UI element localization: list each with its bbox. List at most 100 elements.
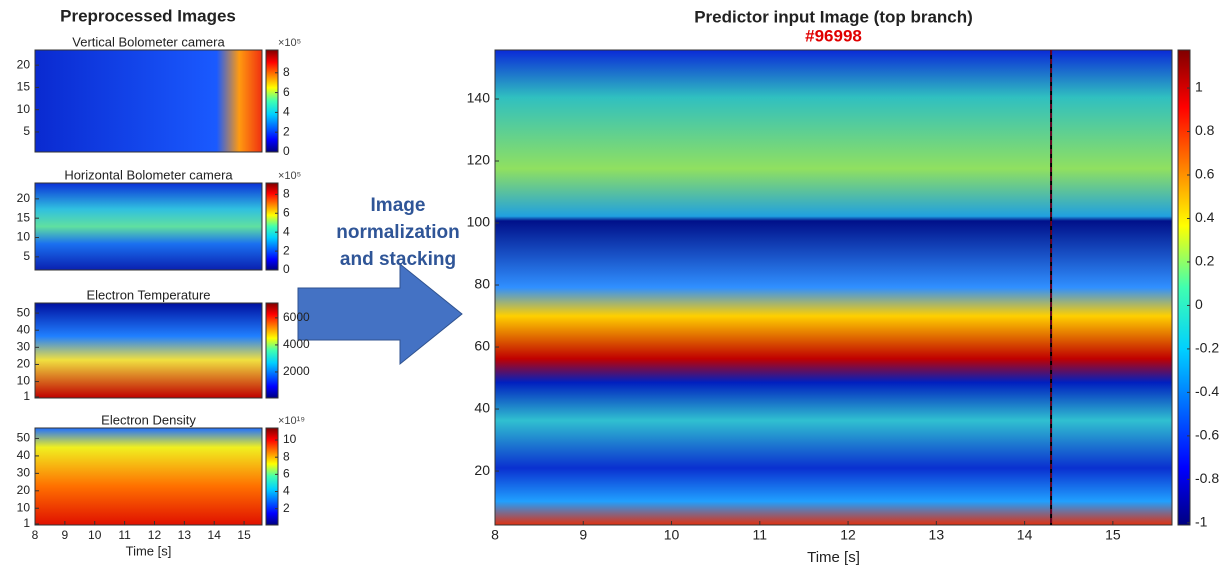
y-tick-label: 15 — [17, 80, 31, 94]
colorbar — [1177, 49, 1191, 526]
x-tick-label: 13 — [178, 528, 192, 542]
y-tick-label: 20 — [17, 57, 31, 71]
y-tick-label: 50 — [17, 431, 31, 445]
colorbar-tick-label: 6 — [283, 205, 290, 219]
colorbar-tick-label: 8 — [283, 449, 290, 463]
y-tick-label: 1 — [23, 389, 30, 403]
x-tick-label: 15 — [1105, 527, 1121, 543]
arrow-label-line: normalization — [336, 222, 460, 243]
colorbar-tick-label: 8 — [283, 65, 290, 79]
colorbar-tick-label: 2 — [283, 501, 290, 515]
y-tick-label: 60 — [474, 338, 490, 354]
chart-title: Horizontal Bolometer camera — [64, 167, 233, 182]
colorbar-tick-label: 6 — [283, 467, 290, 481]
colorbar-tick-label: 1 — [1195, 79, 1203, 95]
colorbar-tick-label: 6 — [283, 85, 290, 99]
arrow-label-line: Image — [371, 195, 426, 216]
x-tick-label: 12 — [840, 527, 856, 543]
y-tick-label: 120 — [467, 152, 491, 168]
colorbar-tick-label: 2 — [283, 124, 290, 138]
x-tick-label: 8 — [491, 527, 499, 543]
chart-subtitle: #96998 — [805, 26, 862, 45]
heatmap-image — [34, 182, 263, 271]
heatmap-image — [494, 49, 1173, 526]
colorbar-tick-label: -0.2 — [1195, 340, 1219, 356]
heatmap-image — [34, 49, 263, 153]
colorbar-tick-label: 0.8 — [1195, 122, 1215, 138]
x-tick-label: 11 — [753, 527, 768, 543]
y-tick-label: 30 — [17, 340, 31, 354]
y-tick-label: 80 — [474, 276, 490, 292]
chart-title: Electron Temperature — [86, 287, 210, 302]
y-tick-label: 10 — [17, 230, 31, 244]
colorbar-tick-label: 0.2 — [1195, 253, 1215, 269]
y-tick-label: 30 — [17, 466, 31, 480]
colorbar-tick-label: 8 — [283, 187, 290, 201]
colorbar-tick-label: 2000 — [283, 364, 310, 378]
y-tick-label: 10 — [17, 374, 31, 388]
y-tick-label: 10 — [17, 500, 31, 514]
y-tick-label: 20 — [17, 483, 31, 497]
colorbar-tick-label: 0 — [1195, 296, 1203, 312]
colorbar — [265, 182, 279, 271]
colorbar-tick-label: 6000 — [283, 310, 310, 324]
colorbar-tick-label: -0.4 — [1195, 383, 1219, 399]
y-tick-label: 5 — [23, 124, 30, 138]
x-tick-label: 14 — [1017, 527, 1033, 543]
arrow-label: Image normalization and stacking — [336, 195, 460, 270]
colorbar-tick-label: 4 — [283, 105, 290, 119]
colorbar-scale: ×10¹⁹ — [278, 415, 305, 427]
heatmap-image — [34, 302, 263, 399]
y-tick-label: 100 — [467, 214, 491, 230]
heading: Preprocessed Images — [60, 6, 236, 25]
colorbar-tick-label: 0 — [283, 144, 290, 158]
x-tick-label: 15 — [237, 528, 251, 542]
y-tick-label: 20 — [474, 462, 490, 478]
x-tick-label: 14 — [208, 528, 222, 542]
x-axis-label: Time [s] — [807, 549, 860, 566]
x-tick-label: 10 — [664, 527, 680, 543]
y-tick-label: 1 — [23, 516, 30, 530]
y-tick-label: 20 — [17, 191, 31, 205]
colorbar-tick-label: 10 — [283, 432, 297, 446]
colorbar-tick-label: -1 — [1195, 514, 1208, 530]
colorbar — [265, 427, 279, 526]
y-tick-label: 140 — [467, 90, 491, 106]
y-tick-label: 20 — [17, 357, 31, 371]
x-axis-label: Time [s] — [126, 543, 172, 558]
colorbar-tick-label: 2 — [283, 243, 290, 257]
colorbar-tick-label: -0.8 — [1195, 470, 1219, 486]
y-tick-label: 40 — [17, 448, 31, 462]
y-tick-label: 15 — [17, 210, 31, 224]
y-tick-label: 40 — [474, 400, 490, 416]
arrow — [297, 262, 463, 366]
colorbar-tick-label: 4 — [283, 484, 290, 498]
x-tick-label: 8 — [32, 528, 39, 542]
x-tick-label: 9 — [579, 527, 587, 543]
chart-title: Electron Density — [101, 412, 196, 427]
chart-title: Vertical Bolometer camera — [72, 34, 225, 49]
x-tick-label: 13 — [929, 527, 945, 543]
heatmap-image — [34, 427, 263, 526]
colorbar — [265, 302, 279, 399]
x-tick-label: 9 — [62, 528, 69, 542]
colorbar-tick-label: 0.6 — [1195, 166, 1215, 182]
chart-title: Predictor input Image (top branch) — [694, 7, 973, 26]
colorbar-scale: ×10⁵ — [278, 170, 301, 182]
colorbar-scale: ×10⁵ — [278, 37, 301, 49]
colorbar-tick-label: -0.6 — [1195, 427, 1219, 443]
y-tick-label: 40 — [17, 322, 31, 336]
arrow-label-line: and stacking — [340, 249, 456, 270]
colorbar-tick-label: 0.4 — [1195, 209, 1215, 225]
y-tick-label: 50 — [17, 305, 31, 319]
y-tick-label: 10 — [17, 102, 31, 116]
colorbar — [265, 49, 279, 153]
colorbar-tick-label: 0 — [283, 262, 290, 276]
colorbar-tick-label: 4000 — [283, 337, 310, 351]
x-tick-label: 11 — [118, 528, 131, 542]
colorbar-tick-label: 4 — [283, 224, 290, 238]
x-tick-label: 12 — [148, 528, 162, 542]
x-tick-label: 10 — [88, 528, 102, 542]
y-tick-label: 5 — [23, 249, 30, 263]
